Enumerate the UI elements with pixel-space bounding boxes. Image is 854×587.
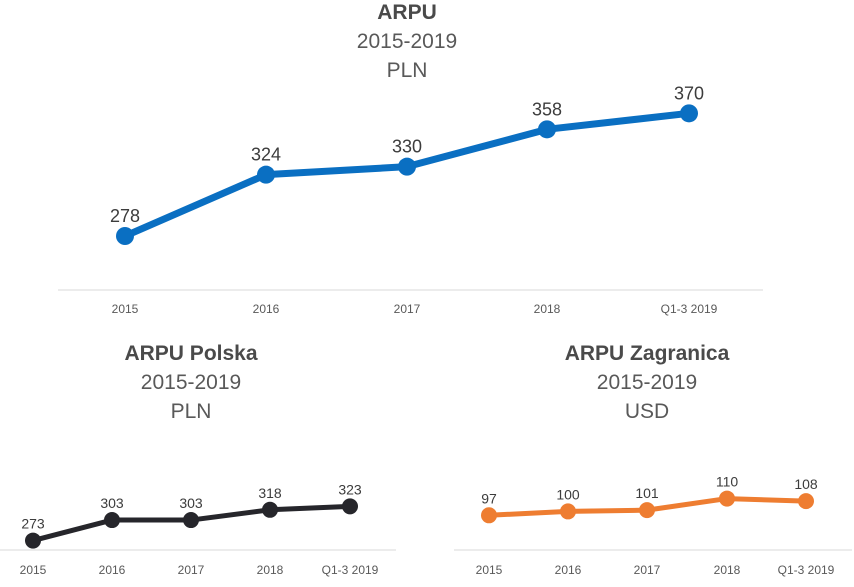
polska-tick-label: 2017 [178,563,205,577]
zagranica-tick-label: 2018 [714,563,741,577]
zagranica-chart-title: ARPU Zagranica [564,342,730,365]
zagranica-data-point [639,502,655,519]
polska-tick-label: 2015 [20,563,47,577]
polska-chart-title: ARPU Polska [124,342,258,365]
zagranica-tick-label: 2015 [476,563,503,577]
main-chart-title: ARPU [377,1,437,24]
main-tick-label: 2017 [394,302,421,316]
main-data-label: 370 [674,83,704,103]
polska-tick-label: 2018 [257,563,284,577]
polska-chart-unit: PLN [170,400,212,423]
main-chart-titles: ARPU 2015-2019 PLN [257,0,557,85]
zagranica-data-label: 110 [716,474,739,490]
main-data-label: 358 [532,99,562,119]
zagranica-data-point [481,507,497,524]
polska-chart-titles: ARPU Polska 2015-2019 PLN [41,339,341,426]
zagranica-data-point [719,490,735,507]
main-data-point [116,227,134,245]
polska-data-label: 303 [100,495,124,511]
polska-data-label: 323 [338,481,362,497]
zagranica-data-label: 101 [635,485,659,501]
zagranica-data-point [798,493,814,510]
polska-data-label: 318 [258,485,282,501]
main-data-point [398,157,416,176]
polska-data-point [183,512,199,529]
polska-data-point [104,512,120,529]
main-data-point [257,165,275,184]
main-data-label: 330 [392,137,422,157]
polska-data-point [25,532,41,549]
zagranica-chart-titles: ARPU Zagranica 2015-2019 USD [497,339,797,426]
zagranica-data-label: 108 [794,476,818,492]
main-data-point [538,120,556,139]
polska-data-label: 303 [179,495,203,511]
zagranica-tick-label: Q1-3 2019 [778,563,835,577]
zagranica-chart-unit: USD [624,400,670,423]
zagranica-tick-label: 2017 [634,563,661,577]
main-chart-unit: PLN [386,59,428,82]
main-tick-label: 2016 [253,302,280,316]
main-data-point [680,104,698,123]
main-tick-label: Q1-3 2019 [661,302,718,316]
polska-chart-subtitle: 2015-2019 [140,371,242,394]
polska-data-point [342,498,358,515]
main-data-label: 278 [110,206,140,226]
main-tick-label: 2018 [534,302,561,316]
main-chart-subtitle: 2015-2019 [356,30,458,53]
zagranica-data-label: 100 [556,486,580,502]
zagranica-data-point [560,503,576,520]
zagranica-tick-label: 2016 [555,563,582,577]
polska-tick-label: 2016 [99,563,126,577]
polska-tick-label: Q1-3 2019 [322,563,379,577]
polska-data-label: 273 [21,516,45,532]
main-tick-label: 2015 [112,302,139,316]
zagranica-data-label: 97 [481,490,497,506]
polska-data-point [262,501,278,518]
zagranica-chart-subtitle: 2015-2019 [596,371,698,394]
main-data-label: 324 [251,145,281,165]
